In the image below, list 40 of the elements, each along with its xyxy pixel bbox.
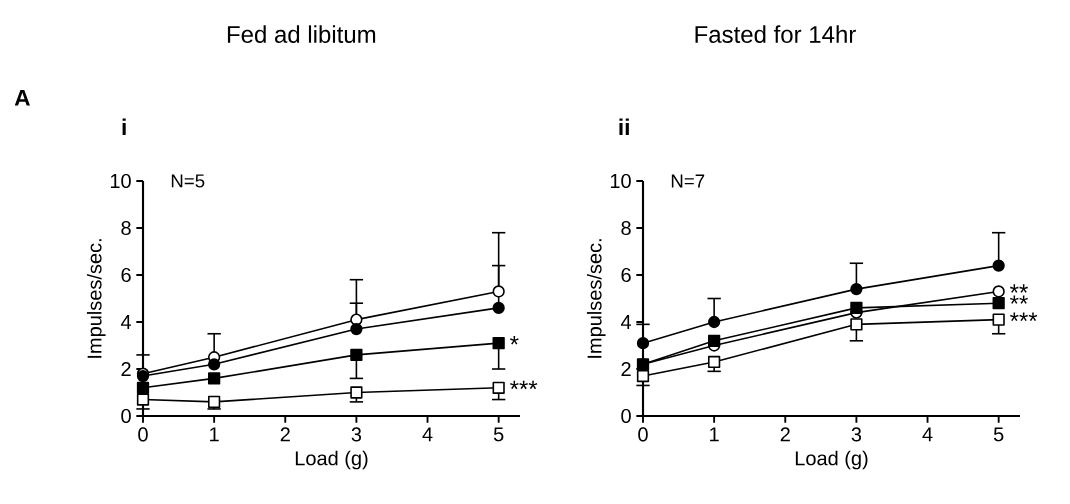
x-tick-label: 4 [922,427,933,442]
annotation: ** [1010,295,1028,304]
y-tick-label: 8 [121,220,131,236]
x-tick-label: 3 [351,427,362,442]
chart-title: Fasted for 14hr [695,25,856,43]
x-tick-label: 5 [993,427,1004,442]
annotation: N=7 [671,174,705,188]
y-tick-label: 10 [110,173,131,189]
y-tick-label: 2 [621,362,631,376]
x-tick-label: 1 [210,427,219,442]
y-tick-label: 6 [621,267,631,283]
chart-title: Fed ad libitum [227,25,376,43]
annotation: *** [1010,312,1038,321]
y-tick-label: 4 [120,315,132,329]
y-tick-label: 2 [121,362,131,376]
y-axis-title: Impulses/sec. [86,239,106,358]
x-axis-title: Load (g) [795,450,868,470]
chart-subtitle: ii [619,118,629,135]
y-tick-label: 4 [620,315,632,329]
x-tick-label: 4 [422,427,433,442]
annotation: N=5 [171,174,205,188]
x-axis-title: Load (g) [295,450,368,470]
x-tick-label: 2 [780,427,790,442]
y-tick-label: 6 [121,267,131,283]
annotation: *** [510,380,538,390]
y-tick-label: 0 [621,408,631,424]
x-tick-label: 3 [851,427,862,442]
y-tick-label: 8 [621,220,631,236]
annotation: * [510,336,519,345]
x-tick-label: 5 [493,427,504,442]
text: A [14,90,30,106]
x-tick-label: 0 [638,427,648,442]
y-tick-label: 0 [121,408,131,424]
x-tick-label: 0 [138,427,148,442]
x-tick-label: 1 [710,427,719,442]
x-tick-label: 2 [280,427,290,442]
y-axis-title: Impulses/sec. [586,239,606,358]
annotation: ** [1010,284,1028,293]
y-tick-label: 10 [610,173,631,189]
chart-subtitle: i [122,118,126,135]
